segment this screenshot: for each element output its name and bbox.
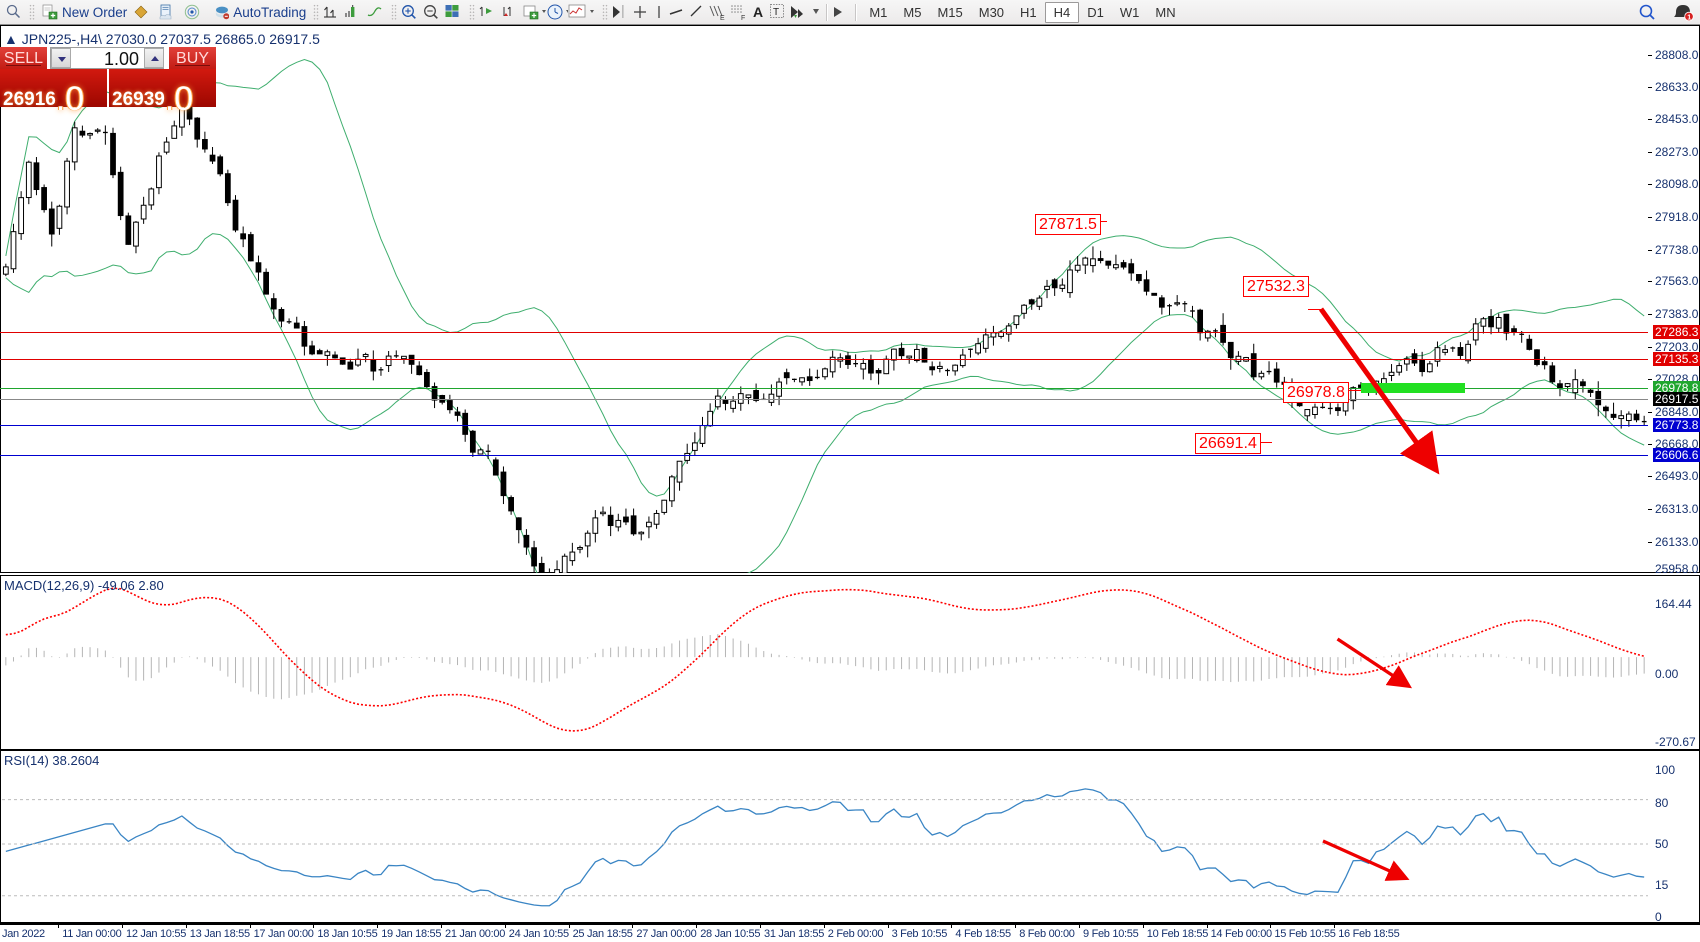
svg-text:T: T <box>773 7 779 18</box>
svg-text:F: F <box>741 15 745 21</box>
svg-text:1: 1 <box>1687 14 1691 21</box>
svg-text:E: E <box>720 15 725 21</box>
svg-text:A: A <box>753 4 763 20</box>
